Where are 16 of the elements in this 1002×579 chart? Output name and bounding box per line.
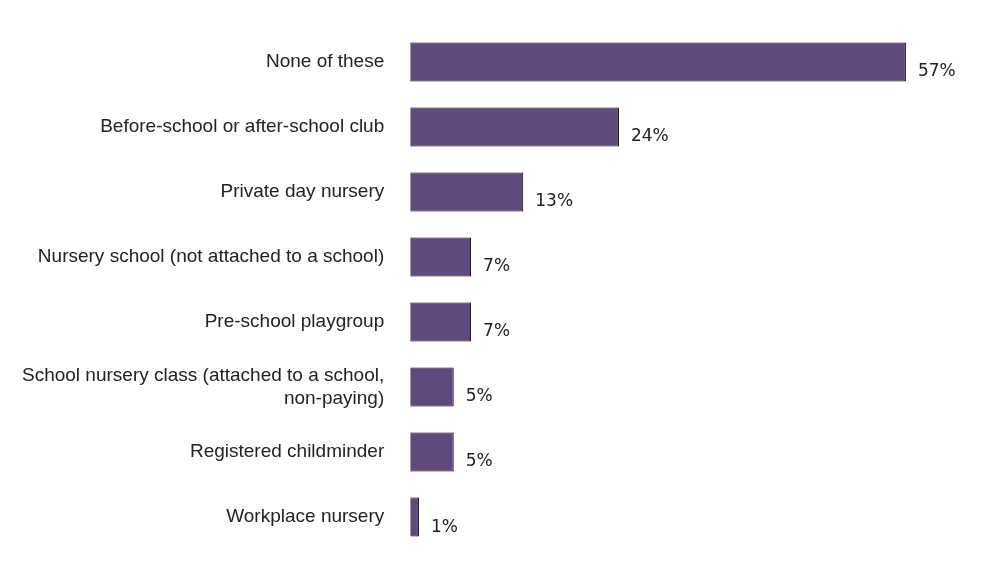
y-tick-label: None of these: [265, 50, 385, 72]
y-tick-label: Nursery school (not attached to a school): [37, 245, 385, 267]
data-label: 13%: [535, 190, 574, 211]
data-label: 7%: [483, 255, 511, 276]
data-label: 5%: [465, 385, 493, 406]
y-tick-label: School nursery class (attached to a school, non-paying): [21, 363, 385, 408]
y-tick-label: Before-school or after-school club: [100, 115, 385, 137]
y-tick-label: Workplace nursery: [226, 505, 385, 527]
y-tick-label: Registered childminder: [189, 440, 385, 462]
y-tick-label: Pre-school playgroup: [204, 310, 385, 332]
y-tick-label: Private day nursery: [220, 180, 385, 202]
data-label: 1%: [430, 515, 458, 536]
data-label: 24%: [630, 125, 669, 146]
data-label: 57%: [917, 60, 956, 81]
data-label: 7%: [483, 320, 511, 341]
data-label: 5%: [465, 450, 493, 471]
